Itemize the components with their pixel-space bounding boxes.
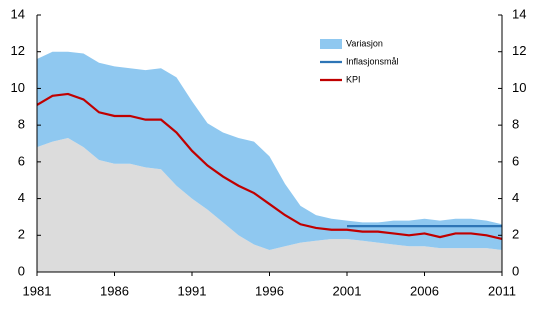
x-tick-label: 1986 (100, 283, 129, 298)
y2-tick-label: 6 (512, 153, 519, 168)
legend-label: Inflasjonsmål (346, 56, 399, 66)
y2-tick-label: 10 (512, 80, 526, 95)
legend-label: KPI (346, 74, 361, 84)
y-tick-label: 10 (11, 80, 25, 95)
y2-tick-label: 12 (512, 43, 526, 58)
x-tick-label: 1981 (23, 283, 52, 298)
under-area (37, 137, 502, 272)
x-tick-label: 1996 (255, 283, 284, 298)
legend-swatch (320, 39, 342, 49)
y2-tick-label: 2 (512, 227, 519, 242)
y2-tick-label: 14 (512, 6, 526, 21)
x-tick-label: 1991 (178, 283, 207, 298)
series-line (36, 92, 503, 241)
y-tick-label: 8 (18, 117, 25, 132)
band-area (37, 51, 502, 250)
x-tick-label: 2011 (488, 283, 516, 298)
legend-label: Variasjon (346, 38, 383, 48)
y2-tick-label: 8 (512, 117, 519, 132)
y-tick-label: 14 (11, 6, 25, 21)
y2-tick-label: 4 (512, 190, 519, 205)
x-tick-label: 2001 (333, 283, 362, 298)
y-tick-label: 12 (11, 43, 25, 58)
y-tick-label: 4 (18, 190, 25, 205)
y2-tick-label: 0 (512, 263, 519, 278)
y-tick-label: 0 (18, 263, 25, 278)
y-tick-label: 6 (18, 153, 25, 168)
x-tick-label: 2006 (410, 283, 439, 298)
y-tick-label: 2 (18, 227, 25, 242)
